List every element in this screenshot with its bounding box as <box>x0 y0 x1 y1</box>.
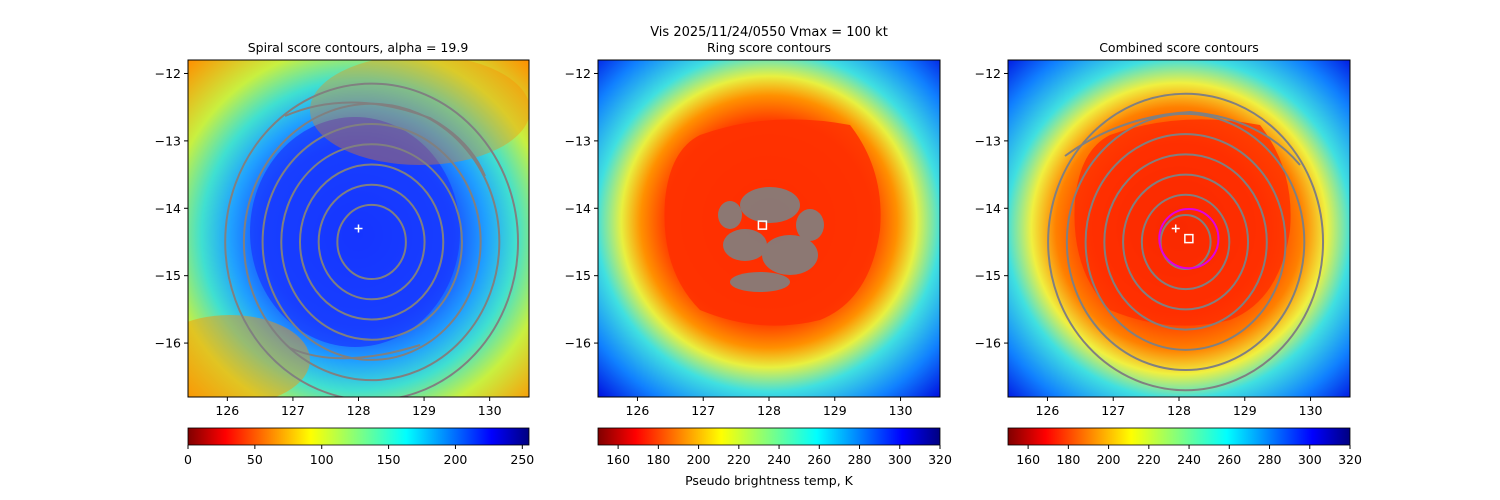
score-contour <box>298 163 445 321</box>
colorbar-label: Pseudo brightness temp, K <box>685 473 854 488</box>
colorbar <box>597 427 941 446</box>
colorbar-tick-label: 160 <box>1016 452 1040 467</box>
colorbar <box>1007 427 1351 446</box>
score-contour <box>317 183 426 301</box>
ring-center-square-marker <box>757 220 768 230</box>
lower-band <box>188 315 310 397</box>
x-tick-label: 129 <box>1233 403 1257 418</box>
y-tick-label: −15 <box>975 268 1001 283</box>
y-tick-label: −13 <box>975 133 1001 148</box>
score-contour <box>1065 112 1306 372</box>
score-contour <box>1140 193 1231 291</box>
colorbar-tick-label: 280 <box>1258 452 1282 467</box>
y-tick-label: −13 <box>155 133 181 148</box>
spiral-center-cross-marker <box>354 224 363 233</box>
x-tick-label: 128 <box>1167 403 1191 418</box>
colorbar-tick-label: 220 <box>1137 452 1161 467</box>
colorbar-tick-label: 300 <box>888 452 912 467</box>
x-tick-label: 127 <box>281 403 305 418</box>
x-tick-label: 126 <box>1036 403 1060 418</box>
y-tick-label: −12 <box>565 66 591 81</box>
y-tick-label: −14 <box>155 201 181 216</box>
colorbar-tick-label: 320 <box>1338 452 1362 467</box>
colorbar-tick-label: 280 <box>848 452 872 467</box>
y-tick-label: −13 <box>565 133 591 148</box>
y-tick-label: −12 <box>155 66 181 81</box>
colorbar-tick-label: 160 <box>606 452 630 467</box>
x-tick-label: 126 <box>626 403 650 418</box>
y-tick-label: −14 <box>975 201 1001 216</box>
score-contour <box>261 123 482 361</box>
y-tick-label: −16 <box>975 336 1001 351</box>
x-tick-label: 129 <box>823 403 847 418</box>
colorbar-tick-label: 150 <box>377 452 401 467</box>
colorbar-tick-label: 50 <box>247 452 263 467</box>
y-tick-label: −12 <box>975 66 1001 81</box>
score-contour <box>1047 92 1325 392</box>
colorbar-tick-label: 320 <box>928 452 952 467</box>
eye-radius-circle <box>1158 208 1220 270</box>
y-tick-label: −15 <box>155 268 181 283</box>
cold-cloud-shield <box>1074 119 1291 326</box>
colorbar-tick-label: 200 <box>687 452 711 467</box>
outer-band <box>310 60 529 165</box>
x-tick-label: 130 <box>478 403 502 418</box>
x-tick-label: 129 <box>412 403 436 418</box>
score-contour <box>280 143 463 341</box>
colorbar-tick-label: 220 <box>727 452 751 467</box>
combined-score-panel: Combined score contours 126 127 128 129 130 −… <box>975 40 1362 467</box>
colorbar-tick-label: 200 <box>1097 452 1121 467</box>
score-contour <box>224 82 519 397</box>
panel-title: Spiral score contours, alpha = 19.9 <box>248 40 469 55</box>
spiral-arc-upper <box>1064 110 1301 166</box>
colorbar-tick-label: 260 <box>1217 452 1241 467</box>
ring-contour-clusters <box>718 187 824 292</box>
colorbar-tick-label: 240 <box>767 452 791 467</box>
colorbar-tick-label: 260 <box>807 452 831 467</box>
x-tick-label: 128 <box>347 403 371 418</box>
colorbar-tick-label: 300 <box>1298 452 1322 467</box>
x-tick-label: 130 <box>889 403 913 418</box>
colorbar-tick-label: 180 <box>1056 452 1080 467</box>
ring-center-square-marker <box>1184 233 1194 244</box>
figure-suptitle: Vis 2025/11/24/0550 Vmax = 100 kt <box>650 25 888 40</box>
spiral-arc-lower <box>289 344 421 360</box>
score-contour <box>1084 133 1287 351</box>
score-contour <box>1122 173 1250 311</box>
x-tick-label: 127 <box>691 403 715 418</box>
x-tick-label: 126 <box>215 403 239 418</box>
colorbar-tick-label: 240 <box>1177 452 1201 467</box>
y-tick-label: −16 <box>565 336 591 351</box>
y-tick-label: −15 <box>565 268 591 283</box>
colorbar-tick-label: 0 <box>184 452 192 467</box>
x-tick-label: 127 <box>1101 403 1125 418</box>
score-contour <box>1103 153 1268 331</box>
y-tick-label: −14 <box>565 201 591 216</box>
colorbar-tick-label: 100 <box>310 452 334 467</box>
score-contour <box>336 203 407 281</box>
spiral-arc-upper <box>284 101 486 177</box>
spiral-center-cross-marker <box>1171 224 1180 233</box>
panel-title: Combined score contours <box>1099 40 1259 55</box>
colorbar-tick-label: 200 <box>444 452 468 467</box>
spiral-score-panel: Spiral score contours, alpha = 19.9 126 1… <box>155 40 535 467</box>
y-tick-label: −16 <box>155 336 181 351</box>
x-tick-label: 128 <box>757 403 781 418</box>
colorbar-tick-label: 180 <box>646 452 670 467</box>
panel-title: Ring score contours <box>707 40 831 55</box>
colorbar-tick-label: 250 <box>510 452 534 467</box>
x-tick-label: 130 <box>1299 403 1323 418</box>
colorbar <box>187 427 530 446</box>
ring-score-panel: Ring score contours 126 127 128 129 130 −12 −1… <box>565 40 952 488</box>
